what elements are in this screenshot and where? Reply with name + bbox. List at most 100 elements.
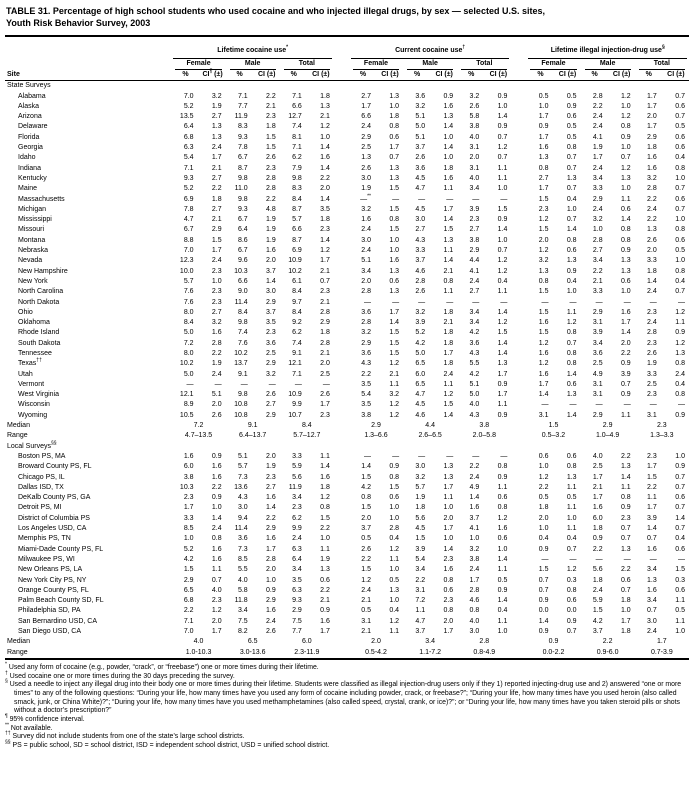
value-cell: 2.8 [389,525,400,533]
value-cell: 3.4 [415,566,426,574]
value-cell: 3.4 [647,566,657,574]
value-cell: 1.4 [497,339,508,347]
value-cell: 2.3 [266,164,276,172]
value-cell: 2.2 [592,267,603,275]
value-cell: 0.8 [620,123,631,131]
table-row: Broward County PS, FL 6.0 1.6 5.7 1.9 5.9 1.4 1… [5,462,689,472]
value-cell: 1.0 [443,504,454,512]
site-cell: New Hampshire [18,267,68,275]
value-cell: 1.2 [211,607,222,615]
stat-value: 3.4 [425,638,435,646]
gap-cell [334,627,349,637]
table-row: New Hampshire 10.0 2.3 10.3 3.7 10.2 2.1 3.4 1.3… [5,267,689,277]
value-cell: 0.7 [566,339,577,347]
value-cell: 1.1 [675,617,685,625]
value-cell: 2.3 [266,329,276,337]
value-cell: 1.3 [361,154,371,162]
stat-label: Median [7,422,30,430]
value-cell: 1.0 [497,545,508,553]
value-cell: 0.8 [675,226,685,234]
value-cell: 1.2 [538,216,549,224]
value-cell: 5.7 [183,277,194,285]
value-cell: 7.7 [292,628,302,635]
column-header-pct: % [403,69,432,82]
stat-label: Range [7,432,28,440]
value-cell: 3.2 [415,473,426,481]
value-cell: 1.6 [320,473,330,481]
subheader-label: Total [461,59,508,70]
value-cell: 2.2 [620,349,631,357]
site-cell: Wisconsin [18,401,50,409]
value-cell: — [294,380,302,388]
stat-value: 0.8-4.9 [473,648,496,656]
stat-value: 1.0-10.3 [185,648,212,656]
footnote-symbol: ¶ [5,713,8,720]
gap-cell [511,328,526,338]
value-cell: 2.8 [211,339,222,347]
value-cell: 1.9 [211,360,222,368]
value-cell: 2.4 [469,566,480,574]
value-cell: — [446,298,454,306]
value-cell: 5.7 [237,463,248,471]
value-cell: 2.4 [211,257,222,265]
value-cell: 1.4 [443,144,454,152]
value-cell: 1.5 [361,504,371,512]
value-cell: 1.8 [266,123,276,131]
value-cell: 1.1 [497,401,508,409]
value-cell: 1.4 [497,226,508,234]
value-cell: 2.1 [592,277,603,285]
value-cell: 4.2 [183,555,194,563]
value-cell: 2.9 [266,525,276,533]
site-cell: Detroit PS, MI [18,504,62,512]
value-cell: 0.7 [647,535,657,543]
value-cell: 6.9 [183,195,194,203]
value-cell: 1.6 [443,102,454,110]
value-cell: 1.9 [266,463,276,471]
value-cell: 1.3 [538,154,549,162]
footnote-symbol: ¶ [209,68,213,75]
value-cell: 7.2 [415,597,426,605]
value-cell: — [392,452,400,460]
site-cell: Nevada [18,257,43,265]
value-cell: 1.0 [620,144,631,152]
header-gap [333,36,349,82]
value-cell: 3.9 [469,205,480,213]
value-cell: 3.6 [415,164,426,172]
value-cell: 9.8 [237,391,248,399]
value-cell: 2.1 [443,319,454,327]
value-cell: 1.6 [211,329,222,337]
value-cell: 2.0 [443,514,454,522]
subheader-label: Female [530,59,577,70]
value-cell: 0.8 [538,277,549,285]
gap-cell [511,122,526,132]
value-cell: 8.7 [292,205,302,213]
value-cell: 3.2 [647,174,657,182]
value-cell: 1.0 [497,628,508,635]
value-cell: 6.9 [292,247,302,255]
value-cell: 0.7 [566,628,577,635]
value-cell: 10.9 [288,257,302,265]
value-cell: 0.8 [566,236,577,244]
value-cell: 0.8 [566,463,577,471]
value-cell: 0.6 [620,205,631,213]
value-cell: 0.8 [620,494,631,502]
value-cell: 5.4 [361,391,371,399]
value-cell: — [364,298,371,306]
value-cell: 5.1 [415,113,426,121]
value-cell: 0.8 [538,164,549,172]
value-cell: 8.7 [292,236,302,244]
gap-cell [334,555,349,565]
value-cell: 8.0 [183,349,194,357]
value-cell: 1.3 [675,349,685,357]
value-cell: 1.5 [266,133,276,141]
value-cell: 2.7 [211,308,222,316]
gap-cell [334,503,349,513]
value-cell: 1.7 [183,504,194,512]
value-cell: 0.7 [675,473,685,481]
value-cell: 6.6 [237,277,248,285]
value-cell: 1.6 [647,154,657,162]
value-cell: 0.8 [675,391,685,399]
value-cell: 2.2 [361,555,371,563]
value-cell: 3.2 [592,216,603,224]
value-cell: 3.4 [237,607,248,615]
